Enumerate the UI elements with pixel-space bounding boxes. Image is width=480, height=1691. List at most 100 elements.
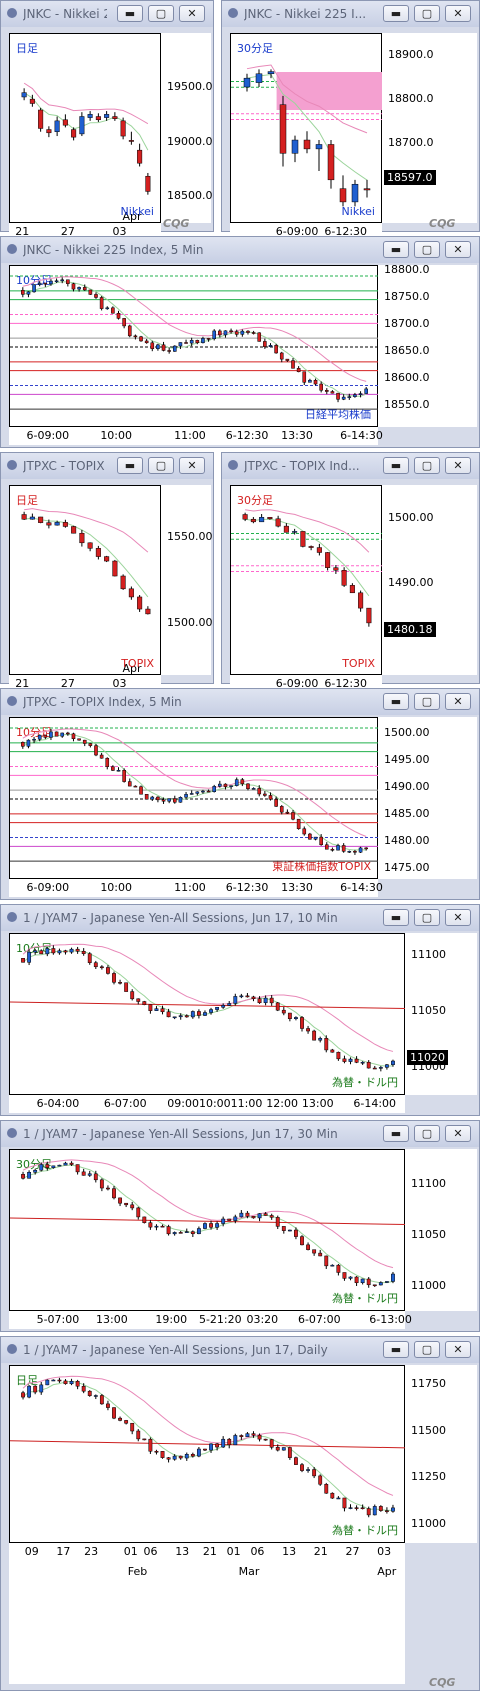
x-tick-label: 6-04:00 [36,1097,80,1110]
candle-body [75,1381,80,1387]
window-icon [7,1128,17,1138]
candle-body [45,1379,50,1386]
close-button[interactable]: ✕ [179,457,205,474]
candle-body [88,743,93,746]
maximize-button[interactable]: ▢ [414,909,440,926]
time-axis: 5-07:00 13:00 19:00 5-21:20 03:20 6-07:00 6-13… [9,1311,412,1329]
window-icon [228,8,238,18]
x-tick-label: 03 [377,1545,392,1558]
chart-window-w8: 1 / JYAM7 - Japanese Yen-All Sessions, J… [0,1120,480,1332]
candle-body [306,1028,310,1032]
candle-body [49,731,53,738]
plot-area[interactable]: 10分足 為替・ドル円 [9,933,407,1095]
title-bar[interactable]: JNKC - Nikkei 225 I... ▬ ▢ ✕ [222,1,479,27]
candles-svg [10,275,379,410]
candle-body [160,1225,165,1228]
candle-body [39,1384,44,1393]
candle-body [303,139,311,150]
close-button[interactable]: ✕ [445,457,471,474]
maximize-button[interactable]: ▢ [148,5,174,22]
minimize-button[interactable]: ▬ [383,457,409,474]
close-icon: ✕ [453,243,463,256]
candle-body [142,1216,147,1223]
plot-area[interactable]: Apr 日足 TOPIX [9,485,161,675]
minimize-button[interactable]: ▬ [117,5,143,22]
maximize-button[interactable]: ▢ [414,1341,440,1358]
candle-body [275,1217,280,1227]
title-bar[interactable]: JTPXC - TOPIX Index, 5 Min ▬ ▢ ✕ [1,689,479,715]
close-button[interactable]: ✕ [445,909,471,926]
candle-body [111,766,115,771]
title-bar[interactable]: JTPXC - TOPIX Ind... ▬ ▢ ✕ [222,453,479,479]
title-bar[interactable]: JTPXC - TOPIX In... ▬ ▢ ✕ [1,453,213,479]
candle-body [308,379,312,383]
candle-body [172,1232,177,1235]
maximize-button[interactable]: ▢ [414,241,440,258]
y-tick-label: 11100 [411,1177,446,1191]
y-tick-label: 18800.0 [388,92,434,106]
candle-body [341,845,346,852]
candle-body [281,1009,286,1014]
plot-area[interactable]: 10分足 東証株価指数TOPIX [9,717,379,879]
minimize-button[interactable]: ▬ [383,1125,409,1142]
plot-area[interactable]: 30分足 Nikkei [230,33,383,223]
maximize-button[interactable]: ▢ [414,5,440,22]
minimize-button[interactable]: ▬ [383,909,409,926]
x-tick-label: 21 [15,225,30,238]
maximize-button[interactable]: ▢ [148,457,174,474]
candle-body [118,1197,122,1204]
minimize-button[interactable]: ▬ [383,5,409,22]
price-axis: 19500.0 19000.0 18500.0 [161,33,213,223]
candle-body [148,1004,153,1011]
title-bar[interactable]: 1 / JYAM7 - Japanese Yen-All Sessions, J… [1,1121,479,1147]
y-tick-label: 11050 [411,1228,446,1242]
candles-svg [9,943,407,1072]
candle-body [240,330,245,335]
candle-body [240,779,245,785]
plot-area[interactable]: 30分足 為替・ドル円 [9,1149,407,1311]
candle-body [118,982,122,984]
cqg-logo: CQG [429,1676,456,1689]
candle-body [243,77,251,88]
candle-body [145,175,151,192]
x-tick-label: 23 [84,1545,99,1558]
candle-body [112,116,118,119]
candle-body [246,330,250,333]
close-button[interactable]: ✕ [445,241,471,258]
candle-body [122,769,126,782]
x-tick-label: 6-12:30 [324,225,368,238]
candle-body [279,806,284,813]
x-tick-label: 03:20 [246,1313,279,1326]
maximize-button[interactable]: ▢ [414,457,440,474]
ma-short-line [23,92,149,151]
minimize-button[interactable]: ▬ [383,241,409,258]
y-tick-label: 1490.00 [384,780,430,794]
chart-window-w7: 1 / JYAM7 - Japanese Yen-All Sessions, J… [0,904,480,1116]
minimize-button[interactable]: ▬ [117,457,143,474]
close-icon: ✕ [187,7,197,20]
minimize-button[interactable]: ▬ [383,1341,409,1358]
plot-area[interactable]: 30分足 TOPIX [230,485,383,675]
plot-area[interactable]: 日足 為替・ドル円 [9,1365,407,1543]
close-button[interactable]: ✕ [445,693,471,710]
title-bar[interactable]: 1 / JYAM7 - Japanese Yen-All Sessions, J… [1,905,479,931]
candle-body [116,312,121,319]
maximize-button[interactable]: ▢ [414,1125,440,1142]
x-tick-label: 19:00 [155,1313,188,1326]
close-button[interactable]: ✕ [445,5,471,22]
candle-body [195,340,200,344]
close-button[interactable]: ✕ [445,1125,471,1142]
title-bar[interactable]: 1 / JYAM7 - Japanese Yen-All Sessions, J… [1,1337,479,1363]
close-button[interactable]: ✕ [179,5,205,22]
candle-body [75,1164,80,1173]
title-bar[interactable]: JNKC - Nikkei 22... ▬ ▢ ✕ [1,1,213,27]
plot-area[interactable]: 10分足 日経平均株価 [9,265,379,427]
candle-body [215,1007,220,1010]
plot-area[interactable]: Apr 日足 Nikkei [9,33,161,223]
candle-body [218,783,222,787]
title-bar[interactable]: JNKC - Nikkei 225 Index, 5 Min ▬ ▢ ✕ [1,237,479,263]
maximize-button[interactable]: ▢ [414,693,440,710]
candle-body [372,1284,377,1287]
minimize-button[interactable]: ▬ [383,693,409,710]
close-button[interactable]: ✕ [445,1341,471,1358]
